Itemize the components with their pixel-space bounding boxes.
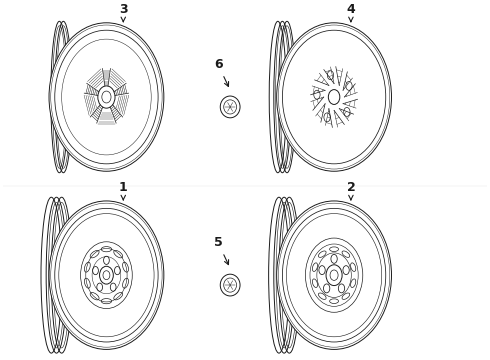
- Text: 6: 6: [214, 58, 228, 86]
- Ellipse shape: [277, 201, 392, 350]
- Ellipse shape: [98, 86, 115, 108]
- Text: 4: 4: [346, 3, 355, 22]
- Text: 1: 1: [119, 181, 127, 200]
- Ellipse shape: [99, 266, 113, 284]
- Text: 2: 2: [346, 181, 355, 200]
- Text: 5: 5: [214, 237, 228, 265]
- Ellipse shape: [326, 265, 342, 285]
- Ellipse shape: [220, 274, 240, 296]
- Ellipse shape: [328, 90, 340, 104]
- Ellipse shape: [49, 23, 164, 171]
- Ellipse shape: [277, 23, 392, 171]
- Text: 3: 3: [119, 3, 127, 22]
- Ellipse shape: [220, 96, 240, 118]
- Ellipse shape: [49, 201, 164, 350]
